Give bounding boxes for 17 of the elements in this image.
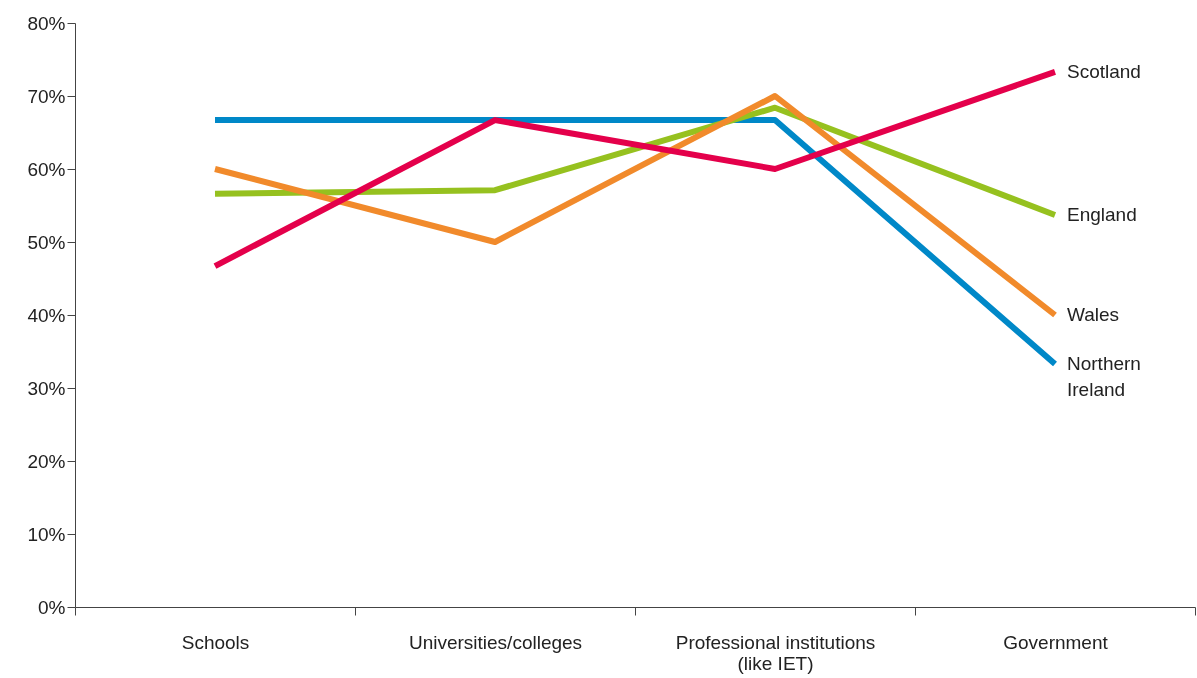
y-tick-label: 50% [27,231,66,253]
x-tick-label: Schools [181,631,250,653]
x-tick-label: Professional institutions (like IET) [675,631,876,674]
series-label: Northern Ireland [1067,352,1141,400]
y-tick-label: 40% [27,304,66,326]
y-tick-label: 30% [27,377,66,399]
y-tick-label: 70% [27,85,66,107]
x-tick-label: Universities/colleges [408,631,583,653]
series-label: England [1067,203,1137,225]
x-tick-label: Government [1003,631,1109,653]
y-tick-label: 60% [27,158,66,180]
series-label: Scotland [1067,60,1141,82]
y-tick-label: 10% [27,523,66,545]
y-tick-label: 20% [27,450,66,472]
y-tick-label: 80% [27,12,66,34]
y-tick-label: 0% [38,596,66,618]
series-label: Wales [1067,304,1120,325]
